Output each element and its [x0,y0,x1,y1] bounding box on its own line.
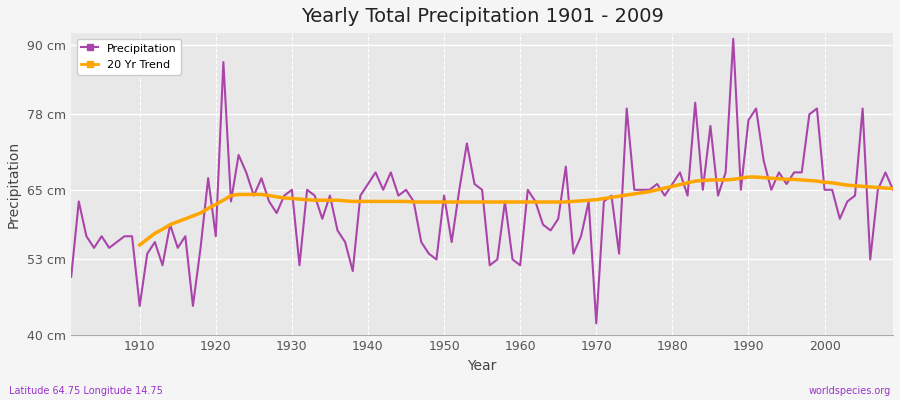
Text: worldspecies.org: worldspecies.org [809,386,891,396]
Legend: Precipitation, 20 Yr Trend: Precipitation, 20 Yr Trend [76,39,181,75]
X-axis label: Year: Year [467,359,497,373]
Text: Latitude 64.75 Longitude 14.75: Latitude 64.75 Longitude 14.75 [9,386,163,396]
Y-axis label: Precipitation: Precipitation [7,140,21,228]
Title: Yearly Total Precipitation 1901 - 2009: Yearly Total Precipitation 1901 - 2009 [301,7,663,26]
